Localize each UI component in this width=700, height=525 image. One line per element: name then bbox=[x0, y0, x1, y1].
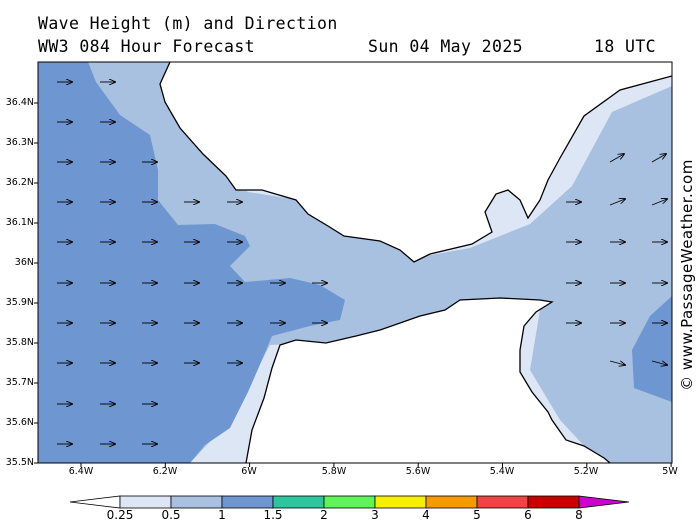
colorbar-swatch bbox=[527, 495, 580, 509]
lat-label: 36.2N bbox=[5, 177, 34, 188]
wave-direction-arrows bbox=[57, 82, 667, 444]
colorbar-label: 4 bbox=[422, 508, 430, 522]
forecast-date: Sun 04 May 2025 bbox=[368, 37, 524, 56]
colorbar-swatch bbox=[425, 495, 478, 509]
axis-ticks bbox=[34, 102, 672, 467]
coastline-morocco bbox=[245, 297, 611, 463]
colorbar-label: 0.25 bbox=[106, 508, 134, 522]
lat-label: 35.5N bbox=[5, 457, 34, 468]
coastline-spain bbox=[159, 62, 672, 263]
wave-height-colorbar bbox=[69, 495, 630, 509]
colorbar-label: 1 bbox=[218, 508, 226, 522]
colorbar-swatch bbox=[323, 495, 376, 509]
lat-label: 35.8N bbox=[5, 337, 34, 348]
wave-arrow bbox=[609, 361, 625, 365]
wave-arrow bbox=[651, 154, 666, 163]
lat-label: 35.7N bbox=[5, 377, 34, 388]
colorbar-swatch bbox=[119, 495, 172, 509]
wave-arrow bbox=[609, 154, 624, 163]
watermark: © www.PassageWeather.com bbox=[676, 150, 698, 400]
colorbar-swatch bbox=[272, 495, 325, 509]
lat-label: 36.1N bbox=[5, 217, 34, 228]
colorbar-label: 3 bbox=[371, 508, 379, 522]
wave-arrow bbox=[609, 199, 625, 206]
watermark-text: © www.PassageWeather.com bbox=[678, 159, 696, 391]
colorbar-max-arrow bbox=[578, 495, 630, 509]
forecast-label: WW3 084 Hour Forecast bbox=[38, 37, 256, 56]
lat-label: 36N bbox=[14, 257, 34, 268]
lat-label: 35.9N bbox=[5, 297, 34, 308]
colorbar-label: 6 bbox=[524, 508, 532, 522]
forecast-time: 18 UTC bbox=[594, 37, 657, 56]
lat-label: 36.3N bbox=[5, 137, 34, 148]
lon-label: 6W bbox=[241, 466, 257, 477]
colorbar-swatch bbox=[170, 495, 223, 509]
colorbar-swatch bbox=[476, 495, 529, 509]
wave-arrow bbox=[651, 199, 667, 206]
lon-label: 5.6W bbox=[405, 466, 431, 477]
lon-label: 6.4W bbox=[68, 466, 94, 477]
colorbar-swatch bbox=[221, 495, 274, 509]
chart-title: Wave Height (m) and Direction bbox=[38, 14, 338, 33]
wave-arrow bbox=[651, 361, 667, 365]
colorbar-label: 0.5 bbox=[161, 508, 181, 522]
lat-label: 36.4N bbox=[5, 97, 34, 108]
colorbar-swatch bbox=[374, 495, 427, 509]
lon-label: 5W bbox=[662, 466, 678, 477]
colorbar-label: 2 bbox=[320, 508, 328, 522]
land-morocco bbox=[246, 298, 610, 463]
colorbar-min-arrow bbox=[69, 495, 121, 509]
lat-label: 35.6N bbox=[5, 417, 34, 428]
lon-label: 5.8W bbox=[321, 466, 347, 477]
colorbar-label: 8 bbox=[575, 508, 583, 522]
land-spain bbox=[160, 62, 672, 262]
lon-label: 5.2W bbox=[573, 466, 599, 477]
colorbar-label: 1.5 bbox=[263, 508, 283, 522]
lon-label: 6.2W bbox=[152, 466, 178, 477]
lon-label: 5.4W bbox=[489, 466, 515, 477]
colorbar-label: 5 bbox=[473, 508, 481, 522]
